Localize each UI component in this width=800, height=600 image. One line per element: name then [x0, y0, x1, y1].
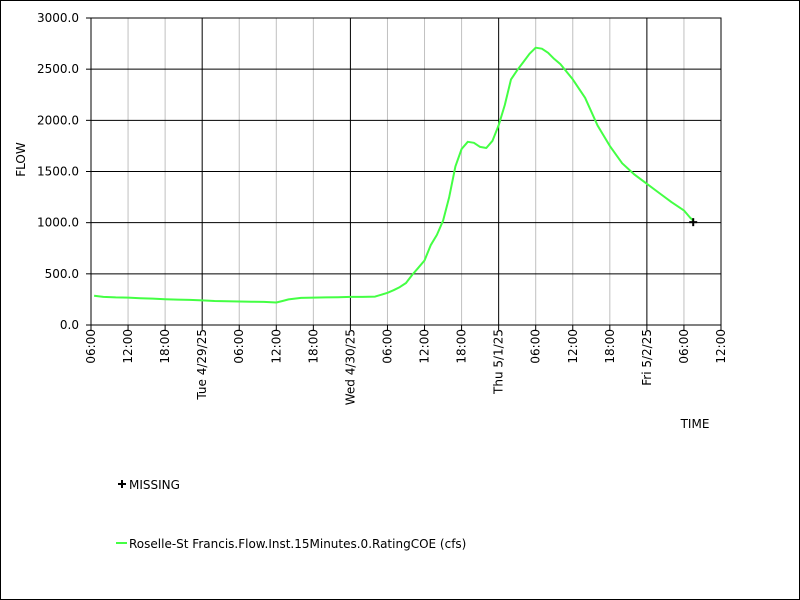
x-hour-tick-label: 06:00: [677, 329, 691, 364]
x-tick-labels: 06:00 12:00 18:00 Tue 4/29/25 06:00 12:00 18:0…: [84, 325, 728, 405]
y-tick-label: 0.0: [60, 318, 79, 332]
x-hour-tick-label: 18:00: [158, 329, 172, 364]
x-hour-tick-label: 12:00: [121, 329, 135, 364]
y-tick-labels: 0.0 500.0 1000.0 1500.0 2000.0 2500.0 3000.0: [37, 11, 91, 332]
missing-marker: [689, 218, 698, 227]
legend-series-label: Roselle-St Francis.Flow.Inst.15Minutes.0…: [129, 537, 466, 551]
x-hour-tick-label: 12:00: [714, 329, 728, 364]
y-tick-label: 500.0: [45, 267, 79, 281]
y-tick-label: 1500.0: [37, 165, 79, 179]
y-axis-title: FLOW: [14, 142, 28, 177]
x-day-tick-label: Fri 5/2/25: [640, 329, 654, 386]
x-axis-title: TIME: [680, 417, 710, 431]
x-hour-tick-label: 18:00: [306, 329, 320, 364]
missing-markers: [689, 218, 698, 227]
x-hour-tick-label: 06:00: [529, 329, 543, 364]
x-day-tick-label: Thu 5/1/25: [492, 329, 506, 395]
x-hour-tick-label: 12:00: [269, 329, 283, 364]
x-hour-tick-label: 18:00: [603, 329, 617, 364]
x-day-tick-label: Wed 4/30/25: [343, 329, 357, 405]
x-hour-tick-label: 12:00: [566, 329, 580, 364]
y-tick-label: 2500.0: [37, 62, 79, 76]
x-hour-tick-label: 06:00: [380, 329, 394, 364]
y-tick-label: 3000.0: [37, 11, 79, 25]
x-hour-tick-label: 12:00: [418, 329, 432, 364]
x-hour-tick-label: 06:00: [84, 329, 98, 364]
series-layer: [93, 46, 694, 304]
x-hour-tick-label: 18:00: [455, 329, 469, 364]
series-line: [93, 46, 694, 304]
plot-border: [90, 17, 722, 326]
x-day-tick-label: Tue 4/29/25: [195, 329, 209, 401]
missing-marker-legend-symbol: [118, 480, 126, 488]
legend: MISSING Roselle-St Francis.Flow.Inst.15M…: [116, 478, 466, 551]
legend-missing-label: MISSING: [129, 478, 180, 492]
legend-plus: [118, 480, 126, 488]
x-hour-tick-label: 06:00: [232, 329, 246, 364]
y-tick-label: 2000.0: [37, 113, 79, 127]
y-tick-label: 1000.0: [37, 216, 79, 230]
